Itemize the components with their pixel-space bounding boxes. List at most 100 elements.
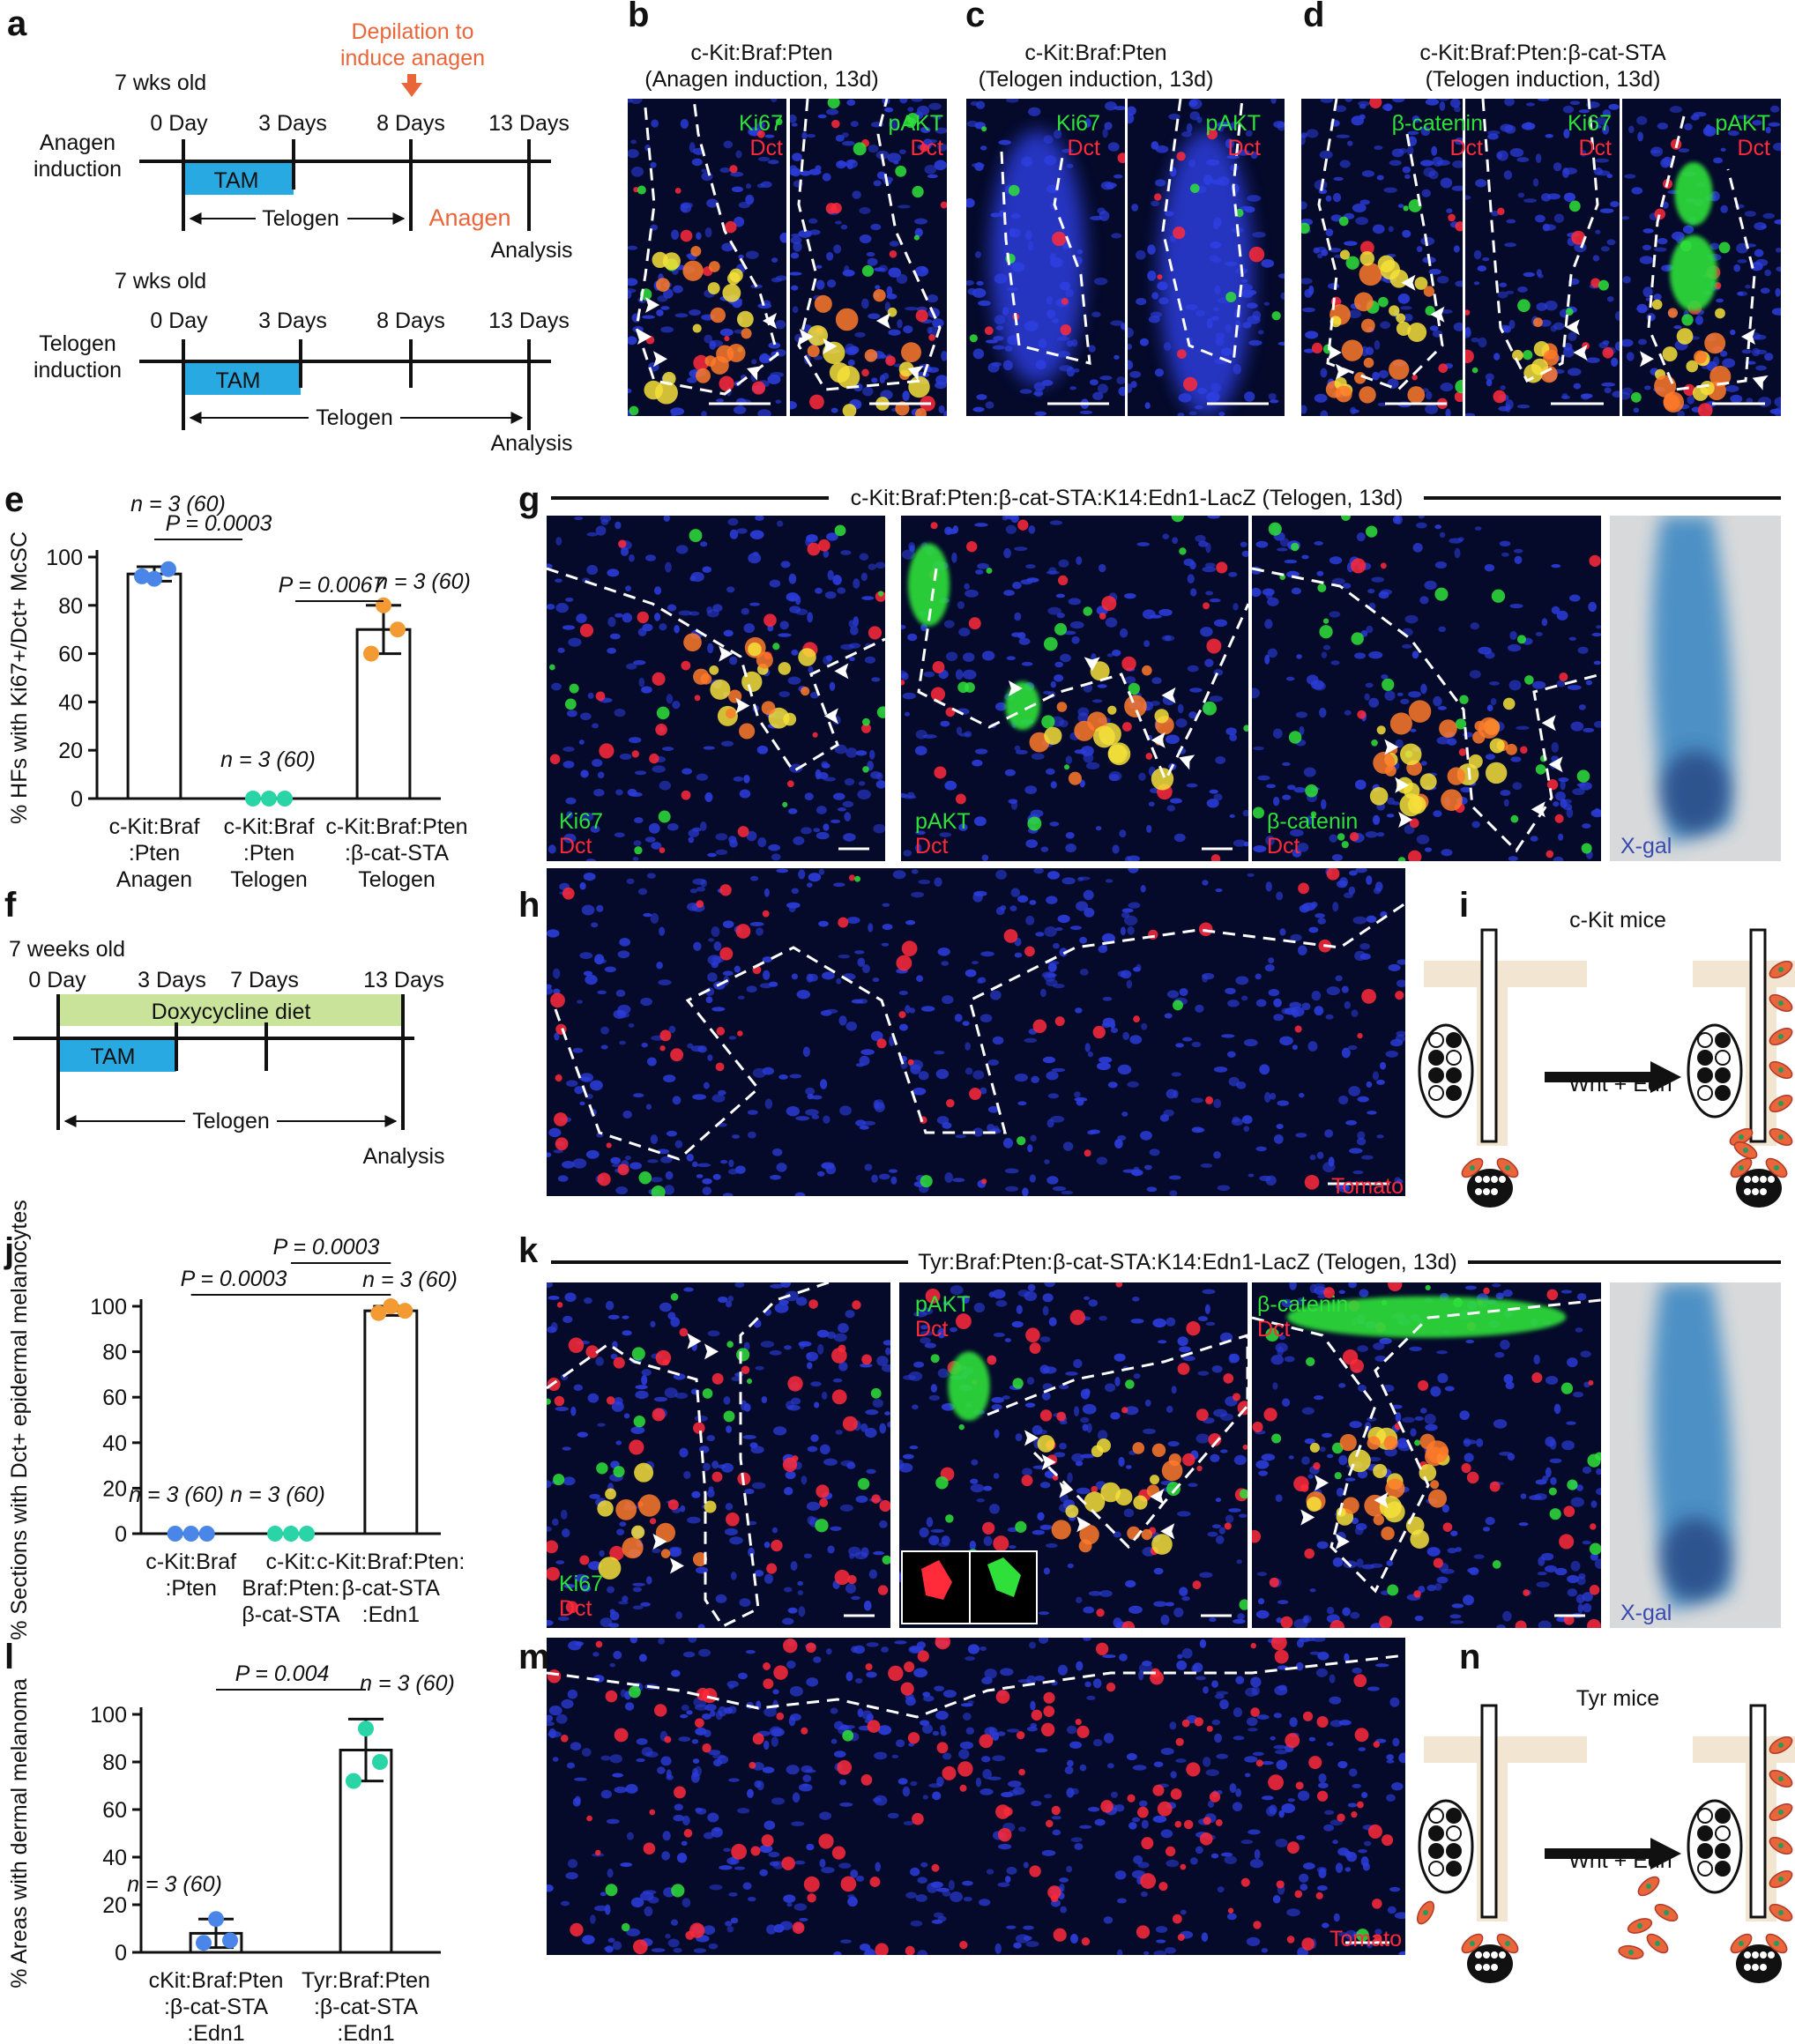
m-tomato: Tomato: [1329, 1927, 1402, 1951]
melanocyte-cell: [1627, 1918, 1653, 1934]
category-label: :β-cat-STA: [345, 841, 449, 866]
micrograph-tile: [966, 99, 1125, 416]
category-label: c-Kit:Braf: [145, 1550, 236, 1574]
panel-label-a: a: [7, 4, 27, 43]
micrograph-tile: [1465, 99, 1620, 416]
arrowhead-marker: [799, 329, 814, 345]
c-ch1-green: Ki67: [1056, 111, 1100, 136]
melanocyte-cell: [1654, 1903, 1679, 1922]
wide-arrow: [1545, 1061, 1681, 1093]
data-point: [372, 1754, 388, 1770]
micrograph-tile: [547, 868, 1405, 1196]
melanocyte-cell: [1769, 1802, 1793, 1822]
bar: [355, 628, 412, 800]
category-label: c-Kit:Braf:Pten: [325, 814, 467, 839]
panel-label-e: e: [4, 480, 24, 519]
g-ch2-red: Dct: [915, 834, 949, 858]
f-day7: 7 Days: [230, 968, 299, 992]
arrowhead-marker: [1565, 319, 1580, 336]
anagen-word: Anagen: [428, 204, 510, 231]
category-label: :Edn1: [362, 1602, 420, 1627]
arrowhead-marker: [1327, 345, 1342, 360]
melanocyte-cell: [1730, 1157, 1753, 1178]
arrowhead-marker: [704, 1343, 719, 1360]
y-tick-label: 100: [46, 546, 83, 570]
arrowhead-marker: [670, 1557, 684, 1574]
d-ch2-red: Dct: [1579, 136, 1613, 160]
d-ch3-green: pAKT: [1715, 111, 1770, 136]
data-point: [299, 1526, 315, 1542]
b-ch1-green: Ki67: [739, 111, 783, 136]
y-tick-label: 40: [58, 690, 83, 715]
melanocyte-cell: [1646, 1933, 1669, 1954]
micrograph-tile: [1252, 1282, 1601, 1628]
sebaceous-gland: [1418, 1799, 1474, 1894]
sebaceous-gland: [1687, 1799, 1743, 1894]
k-ch2-red: Dct: [915, 1317, 949, 1342]
melanocyte-cell: [1769, 1736, 1793, 1755]
anagen-tam-label: TAM: [214, 168, 259, 193]
follicle-outline: [1252, 1298, 1601, 1594]
g-ch1-green: Ki67: [559, 809, 603, 834]
panel-label-n: n: [1459, 1638, 1480, 1676]
micrograph-tile: [1252, 516, 1601, 861]
arrowhead-marker: [1041, 1453, 1056, 1470]
category-label: Anagen: [116, 867, 192, 892]
arrowhead-marker: [1541, 715, 1556, 732]
micrograph-background: [790, 99, 947, 416]
data-point: [245, 791, 261, 806]
data-point: [346, 1773, 361, 1789]
arrowhead-marker: [875, 313, 890, 329]
hair-shaft: [1480, 928, 1498, 1143]
arrowhead-marker: [1059, 1482, 1074, 1498]
telogen-day3: 3 Days: [258, 308, 327, 333]
arrowhead-marker: [1640, 351, 1654, 368]
micrograph-tile: [790, 99, 947, 416]
micrograph-tile: [1128, 99, 1285, 416]
arrowhead-marker: [1008, 680, 1023, 696]
melanocyte-cell: [1765, 1933, 1788, 1954]
anagen-analysis: Analysis: [490, 238, 572, 263]
f-day13: 13 Days: [363, 968, 444, 992]
arrowhead-marker: [1300, 1509, 1315, 1526]
arrowhead-marker: [1752, 375, 1769, 390]
data-point: [208, 1911, 224, 1928]
n-label: n = 3 (60): [127, 1872, 222, 1897]
panel-label-l: l: [4, 1638, 14, 1676]
arrowhead-marker: [763, 313, 777, 329]
category-label: β-cat-STA: [342, 1576, 440, 1601]
arrowhead-marker: [747, 366, 763, 381]
b-ch2-red: Dct: [911, 136, 944, 160]
panel-c-title-2: (Telogen induction, 13d): [979, 67, 1214, 92]
panel-label-i: i: [1459, 886, 1469, 925]
xgal-bulb: [1661, 750, 1730, 834]
follicle-outline: [547, 567, 885, 774]
category-label: :Pten: [243, 841, 294, 866]
melanocyte-cell: [1416, 1900, 1435, 1925]
anagen-telogen-label: Telogen: [262, 206, 339, 231]
data-point: [182, 1526, 199, 1542]
melanocyte-cell: [1769, 1869, 1793, 1889]
panel-b-title-2: (Anagen induction, 13d): [644, 67, 878, 92]
wide-arrow: [1545, 1838, 1681, 1869]
p-value: P = 0.0003: [181, 1267, 287, 1291]
telogen-age: 7 wks old: [115, 269, 206, 294]
hair-follicle-diagram: [1618, 1704, 1795, 1983]
category-label: c-Kit:: [266, 1550, 317, 1574]
data-point: [196, 1935, 212, 1951]
panel-label-b: b: [628, 0, 649, 34]
hair-follicle-diagram: [1416, 1704, 1587, 1983]
y-tick-label: 40: [102, 1431, 127, 1456]
d-ch1-green: β-catenin: [1392, 111, 1483, 136]
arrowhead-marker: [1374, 1491, 1389, 1508]
bar: [363, 1309, 419, 1535]
follicle-outline: [1317, 99, 1444, 391]
category-label: β-cat-STA: [242, 1602, 339, 1627]
data-point: [370, 1304, 387, 1321]
follicle-outline: [547, 1282, 830, 1628]
f-tam-label: TAM: [91, 1044, 136, 1069]
f-age: 7 weeks old: [9, 937, 125, 962]
chart-e: 0 20 40 60 80 100 % HFs with Ki67+/Dct+ McSC n …: [7, 492, 471, 892]
panel-i-diagram: [1418, 928, 1795, 1208]
arrowhead-marker: [1024, 1430, 1039, 1446]
